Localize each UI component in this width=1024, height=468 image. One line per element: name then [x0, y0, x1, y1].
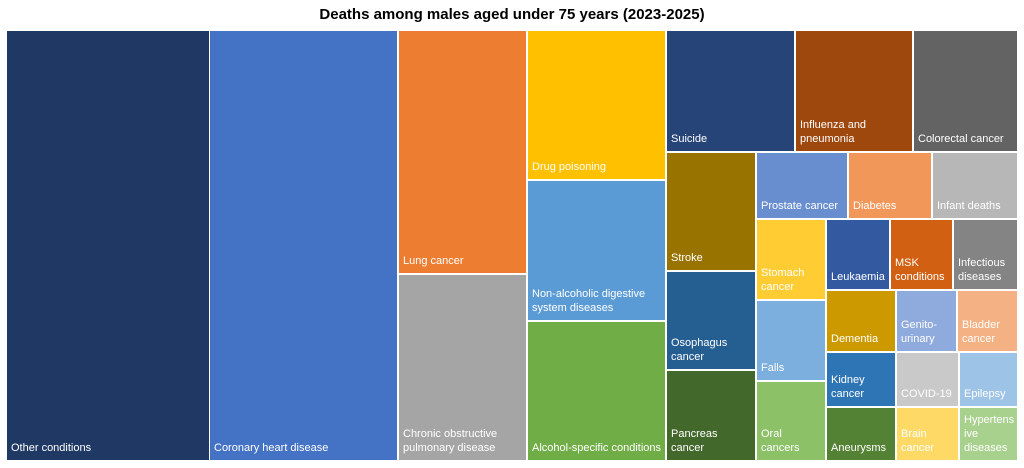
tile-label: Coronary heart disease — [214, 442, 329, 454]
tile-label: Genito- urinary — [901, 319, 938, 345]
treemap-tile: Alcohol-specific conditions — [527, 321, 666, 461]
treemap-tile: Prostate cancer — [756, 152, 848, 219]
tile-label: Suicide — [671, 133, 708, 145]
treemap-tile: Stomach cancer — [756, 219, 826, 300]
tile-label: Kidney cancer — [831, 374, 865, 400]
treemap-tile: Hypertens ive diseases — [959, 407, 1018, 461]
tile-label: Colorectal cancer — [918, 133, 1004, 145]
tile-label: Epilepsy — [964, 388, 1006, 400]
tile-label: Leukaemia — [831, 271, 885, 283]
treemap-tile: Lung cancer — [398, 30, 527, 274]
treemap-tile: Infectious diseases — [953, 219, 1018, 290]
tile-label: Osophagus cancer — [671, 337, 728, 363]
treemap-tile: Non-alcoholic digestive system diseases — [527, 180, 666, 321]
tile-label: Falls — [761, 362, 785, 374]
treemap-tile: Kidney cancer — [826, 352, 896, 407]
tile-label: Oral cancers — [761, 428, 800, 454]
treemap-tile: Bladder cancer — [957, 290, 1018, 352]
treemap-tile: Coronary heart disease — [209, 30, 398, 461]
chart-title: Deaths among males aged under 75 years (… — [319, 6, 705, 23]
treemap-plot-area: Other conditions Coronary heart disease Lu… — [6, 30, 1018, 461]
tile-label: Stroke — [671, 252, 703, 264]
treemap-tile: Genito- urinary — [896, 290, 957, 352]
treemap-tile: Colorectal cancer — [913, 30, 1018, 152]
treemap-tile: Epilepsy — [959, 352, 1018, 407]
treemap-tile: Drug poisoning — [527, 30, 666, 180]
tile-label: Diabetes — [853, 200, 897, 212]
tile-label: Non-alcoholic digestive system diseases — [532, 288, 646, 314]
treemap-tile: Oral cancers — [756, 381, 826, 461]
tile-label: Other conditions — [11, 442, 92, 454]
treemap-tile: COVID-19 — [896, 352, 959, 407]
tile-label: Prostate cancer — [761, 200, 839, 212]
tile-label: Alcohol-specific conditions — [532, 442, 662, 454]
tile-label: Infant deaths — [937, 200, 1001, 212]
tile-label: Stomach cancer — [761, 267, 805, 293]
tile-label: Brain cancer — [901, 428, 935, 454]
treemap-tile: Influenza and pneumonia — [795, 30, 913, 152]
treemap-tile: Falls — [756, 300, 826, 381]
treemap-tile: Aneurysms — [826, 407, 896, 461]
treemap-tile: Other conditions — [6, 30, 210, 461]
tile-label: Lung cancer — [403, 255, 464, 267]
treemap-tile: Brain cancer — [896, 407, 959, 461]
tile-label: Hypertens ive diseases — [964, 414, 1015, 454]
tile-label: MSK conditions — [895, 257, 945, 283]
treemap-tile: Dementia — [826, 290, 896, 352]
treemap-tile: Osophagus cancer — [666, 271, 756, 370]
treemap-tile: Infant deaths — [932, 152, 1018, 219]
tile-label: Drug poisoning — [532, 161, 606, 173]
treemap-tile: Leukaemia — [826, 219, 890, 290]
tile-label: COVID-19 — [901, 388, 952, 400]
tile-label: Dementia — [831, 333, 879, 345]
treemap-tile: Diabetes — [848, 152, 932, 219]
treemap-tile: Stroke — [666, 152, 756, 271]
tile-label: Pancreas cancer — [671, 428, 718, 454]
treemap-tile: Chronic obstructive pulmonary disease — [398, 274, 527, 461]
treemap-tile: MSK conditions — [890, 219, 953, 290]
tile-label: Chronic obstructive pulmonary disease — [403, 428, 498, 454]
tile-label: Infectious diseases — [958, 257, 1006, 283]
treemap-tile: Suicide — [666, 30, 795, 152]
treemap-tile: Pancreas cancer — [666, 370, 756, 461]
tile-label: Influenza and pneumonia — [800, 119, 867, 145]
tile-label: Bladder cancer — [962, 319, 1000, 345]
tile-label: Aneurysms — [831, 442, 887, 454]
